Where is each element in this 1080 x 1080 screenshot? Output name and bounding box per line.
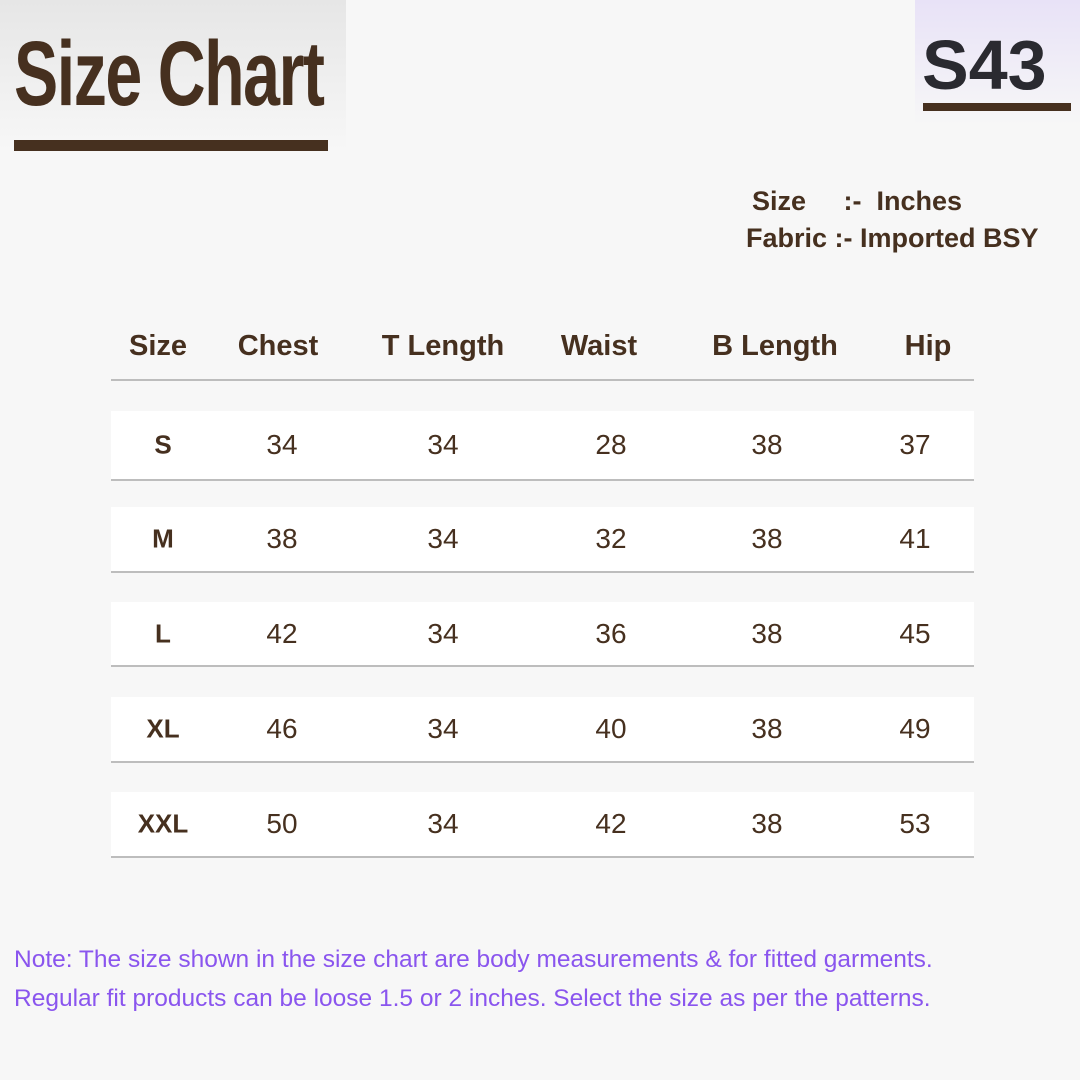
measurement-cell: 34 bbox=[427, 808, 459, 839]
measurement-cell: 42 bbox=[266, 617, 298, 649]
size-label: XL bbox=[146, 713, 180, 744]
code-underline bbox=[923, 103, 1071, 111]
column-header: B Length bbox=[712, 330, 838, 362]
measurement-cell: 36 bbox=[595, 617, 627, 649]
table-row: M 38 34 32 38 41 bbox=[111, 507, 974, 573]
note-line: Note: The size shown in the size chart a… bbox=[14, 946, 933, 973]
fabric-info: Fabric :- Imported BSY bbox=[746, 223, 1039, 253]
measurement-cell: 28 bbox=[595, 429, 627, 460]
size-label: S bbox=[154, 429, 172, 460]
measurement-cell: 42 bbox=[595, 808, 627, 839]
measurement-cell: 40 bbox=[595, 713, 627, 744]
size-unit: Size :- Inches bbox=[752, 186, 963, 216]
column-header: Size bbox=[128, 330, 188, 362]
table-row: XL 46 34 40 38 49 bbox=[111, 697, 974, 763]
column-header: Waist bbox=[560, 330, 638, 362]
measurement-cell: 34 bbox=[427, 429, 459, 460]
measurement-cell: 37 bbox=[899, 429, 931, 460]
measurement-cell: 34 bbox=[427, 617, 459, 649]
measurement-cell: 34 bbox=[427, 713, 459, 744]
table-row: S 34 34 28 38 37 bbox=[111, 411, 974, 481]
measurement-cell: 41 bbox=[899, 523, 931, 554]
column-header: Chest bbox=[237, 330, 319, 362]
page-title: Size Chart bbox=[14, 23, 325, 125]
measurement-cell: 38 bbox=[751, 429, 783, 460]
measurement-cell: 38 bbox=[751, 713, 783, 744]
measurement-cell: 49 bbox=[899, 713, 931, 744]
size-label: XXL bbox=[137, 808, 189, 839]
measurement-cell: 32 bbox=[595, 523, 627, 554]
column-header: T Length bbox=[381, 330, 505, 362]
size-label: M bbox=[152, 523, 174, 554]
column-header: Hip bbox=[904, 330, 952, 362]
measurement-cell: 45 bbox=[899, 617, 931, 649]
title-background bbox=[0, 0, 346, 150]
measurement-cell: 34 bbox=[266, 429, 298, 460]
table-row: XXL 50 34 42 38 53 bbox=[111, 792, 974, 858]
measurement-cell: 46 bbox=[266, 713, 298, 744]
note-line: Regular fit products can be loose 1.5 or… bbox=[14, 985, 931, 1012]
table-row: L 42 34 36 38 45 bbox=[111, 602, 974, 667]
measurement-cell: 34 bbox=[427, 523, 459, 554]
measurement-cell: 50 bbox=[266, 808, 298, 839]
measurement-cell: 38 bbox=[751, 617, 783, 649]
header-divider bbox=[111, 379, 974, 381]
measurement-cell: 38 bbox=[751, 523, 783, 554]
product-code: S43 bbox=[922, 26, 1047, 104]
size-label: L bbox=[155, 618, 171, 648]
title-underline bbox=[14, 140, 328, 151]
measurement-cell: 38 bbox=[751, 808, 783, 839]
note: Note: The size shown in the size chart a… bbox=[14, 940, 933, 1018]
measurement-cell: 38 bbox=[266, 523, 298, 554]
measurement-cell: 53 bbox=[899, 808, 931, 839]
